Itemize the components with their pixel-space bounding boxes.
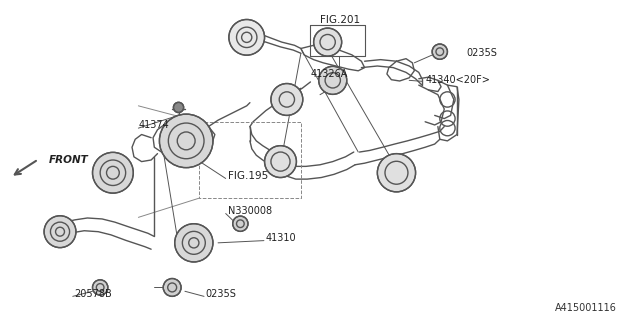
Circle shape (319, 66, 347, 94)
Circle shape (173, 102, 184, 113)
Circle shape (175, 224, 213, 262)
Text: FIG.201: FIG.201 (320, 15, 360, 25)
Text: FRONT: FRONT (49, 155, 89, 165)
Text: 41326A: 41326A (310, 69, 348, 79)
Circle shape (314, 28, 342, 56)
Text: A415001116: A415001116 (554, 303, 616, 313)
Circle shape (271, 84, 303, 116)
Text: 41310: 41310 (266, 233, 296, 243)
Circle shape (264, 146, 296, 178)
Text: 41340<20F>: 41340<20F> (425, 75, 490, 85)
Circle shape (93, 152, 133, 193)
Text: FIG.195: FIG.195 (228, 171, 268, 181)
Circle shape (378, 154, 415, 192)
Circle shape (432, 44, 447, 59)
Text: 0235S: 0235S (205, 289, 236, 299)
Text: N330008: N330008 (228, 206, 272, 216)
Circle shape (229, 20, 264, 55)
Text: 41374: 41374 (138, 120, 169, 130)
Circle shape (93, 280, 108, 295)
Circle shape (44, 216, 76, 248)
Circle shape (159, 114, 213, 168)
Circle shape (233, 216, 248, 231)
Circle shape (163, 278, 181, 296)
Text: 20578B: 20578B (75, 289, 113, 299)
Text: 0235S: 0235S (467, 48, 497, 58)
